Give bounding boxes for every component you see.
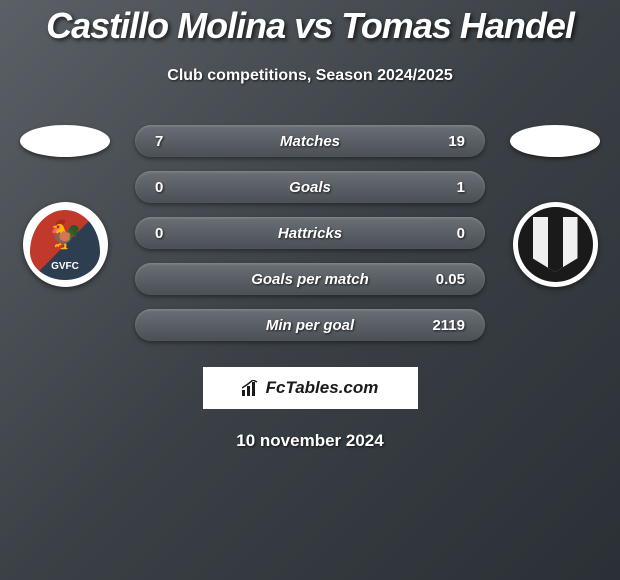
stat-row-min-per-goal: Min per goal 2119: [135, 309, 485, 341]
stat-label: Goals per match: [251, 271, 369, 288]
left-player-placeholder: [20, 125, 110, 157]
left-club-badge: 🐓 GVFC: [23, 202, 108, 287]
season-subtitle: Club competitions, Season 2024/2025: [0, 67, 620, 85]
stat-right-value: 0.05: [425, 271, 465, 288]
stat-left-value: 0: [155, 225, 195, 242]
stat-right-value: 19: [425, 133, 465, 150]
stat-label: Matches: [280, 133, 340, 150]
left-badge-text: GVFC: [51, 261, 79, 272]
stat-right-value: 0: [425, 225, 465, 242]
stat-right-value: 2119: [425, 317, 465, 334]
stat-row-goals-per-match: Goals per match 0.05: [135, 263, 485, 295]
chart-icon: [242, 380, 260, 396]
watermark: FcTables.com: [203, 367, 418, 409]
stat-left-value: 7: [155, 133, 195, 150]
left-player-column: 🐓 GVFC: [15, 125, 115, 287]
stat-left-value: 0: [155, 179, 195, 196]
rooster-icon: 🐓: [48, 218, 83, 251]
stat-label: Min per goal: [266, 317, 354, 334]
stats-column: 7 Matches 19 0 Goals 1 0 Hattricks 0 Goa…: [115, 125, 505, 355]
stat-row-matches: 7 Matches 19: [135, 125, 485, 157]
watermark-text: FcTables.com: [266, 378, 379, 398]
stat-label: Goals: [289, 179, 331, 196]
stat-label: Hattricks: [278, 225, 342, 242]
right-club-badge: [513, 202, 598, 287]
right-player-column: [505, 125, 605, 287]
comparison-title: Castillo Molina vs Tomas Handel: [0, 5, 620, 47]
stat-row-goals: 0 Goals 1: [135, 171, 485, 203]
right-player-placeholder: [510, 125, 600, 157]
comparison-main: 🐓 GVFC 7 Matches 19 0 Goals 1 0 Hattrick…: [0, 125, 620, 355]
stat-right-value: 1: [425, 179, 465, 196]
date-label: 10 november 2024: [0, 431, 620, 451]
stat-row-hattricks: 0 Hattricks 0: [135, 217, 485, 249]
